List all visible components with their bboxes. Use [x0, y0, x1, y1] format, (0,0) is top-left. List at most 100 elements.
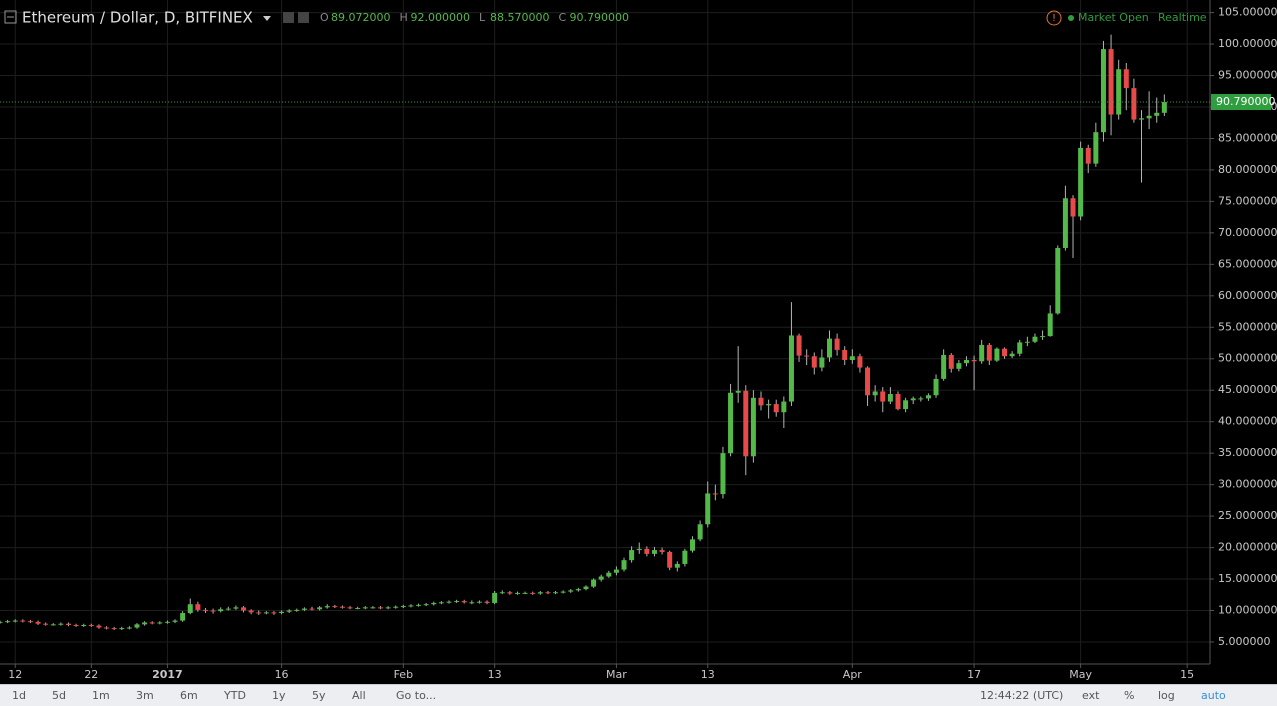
- y-tick-label: 95.000000: [1218, 69, 1277, 82]
- y-tick-label: 5.000000: [1218, 635, 1271, 648]
- candle-body: [1002, 348, 1008, 357]
- candle-body: [925, 395, 931, 399]
- ohlc-value: 90.790000: [570, 11, 630, 24]
- candle-body: [149, 622, 155, 624]
- toolbar-button[interactable]: YTD: [224, 689, 246, 702]
- x-tick-label: 17: [967, 668, 981, 681]
- toolbar-button[interactable]: 1y: [272, 689, 286, 702]
- candle-body: [621, 560, 627, 570]
- ohlc-name: L: [479, 11, 486, 24]
- candle-body: [1040, 336, 1046, 338]
- candle-body: [766, 404, 772, 406]
- candle-body: [918, 398, 924, 400]
- candle-body: [111, 628, 117, 630]
- candle-body: [728, 392, 734, 454]
- y-tick-label: 50.000000: [1218, 352, 1277, 365]
- candle-body: [172, 620, 178, 622]
- candle-body: [50, 624, 56, 626]
- ohlc-value: 88.570000: [490, 11, 550, 24]
- candle-body: [636, 548, 642, 551]
- collapse-icon[interactable]: [4, 10, 17, 24]
- x-tick-label: Mar: [606, 668, 627, 681]
- candle-body: [58, 623, 64, 625]
- y-tick-label: 25.000000: [1218, 509, 1277, 522]
- toolbar-button[interactable]: 6m: [180, 689, 198, 702]
- candle-body: [994, 348, 1000, 361]
- candle-body: [743, 390, 749, 457]
- candle-body: [119, 628, 125, 630]
- candle-body: [629, 550, 635, 561]
- candle-body: [12, 620, 18, 622]
- candle-body: [81, 624, 87, 626]
- candle-body: [225, 608, 231, 610]
- candle-body: [941, 354, 947, 379]
- warning-icon-mark: !: [1052, 13, 1056, 24]
- candle-body: [385, 607, 391, 609]
- x-tick-label: May: [1069, 668, 1092, 681]
- candle-body: [1139, 118, 1145, 120]
- symbol-dropdown[interactable]: [263, 16, 271, 21]
- candle-body: [286, 610, 292, 612]
- candle-body: [88, 624, 94, 626]
- candle-body: [986, 344, 992, 361]
- candle-body: [233, 607, 239, 609]
- toolbar-button[interactable]: %: [1124, 689, 1135, 702]
- candle-body: [301, 608, 307, 610]
- candle-body: [65, 623, 71, 625]
- y-tick-label: 85.000000: [1218, 131, 1277, 144]
- candle-body: [279, 611, 285, 614]
- warning-icon[interactable]: [1046, 10, 1062, 26]
- ohlc-header: O 89.072000 H 92.000000 L 88.570000 C 90.790000: [320, 11, 629, 24]
- candle-body: [96, 625, 102, 628]
- toolbar-button[interactable]: auto: [1201, 689, 1226, 702]
- candle-body: [979, 344, 985, 362]
- candle-body: [1093, 132, 1099, 164]
- last-price-tag: [1211, 94, 1271, 111]
- toolbar-button[interactable]: 1m: [92, 689, 110, 702]
- toolbar-button[interactable]: 12:44:22 (UTC): [980, 689, 1064, 702]
- candle-body: [73, 624, 79, 626]
- settings-icon[interactable]: [298, 12, 309, 23]
- candle-body: [1078, 147, 1084, 217]
- candle-body: [1009, 353, 1015, 357]
- status-dot: [1068, 15, 1074, 21]
- candle-body: [963, 360, 969, 364]
- x-tick-label: 12: [8, 668, 22, 681]
- toolbar-button[interactable]: log: [1158, 689, 1175, 702]
- ohlc-name: H: [400, 11, 408, 24]
- y-tick-label: 35.000000: [1218, 446, 1277, 459]
- candle-body: [1116, 69, 1122, 115]
- chart-title: Ethereum / Dollar, D, BITFINEX: [22, 9, 253, 27]
- candle-body: [408, 605, 414, 607]
- y-tick-label: 75.000000: [1218, 194, 1277, 207]
- candle-body: [309, 608, 315, 610]
- toolbar: 1d 5d 1m 3m 6m YTD 1y 5y All Go to... 12:44:22 (UT…: [0, 684, 1277, 706]
- toolbar-button[interactable]: 5d: [52, 689, 66, 702]
- candle-body: [362, 607, 368, 609]
- candle-body: [317, 607, 323, 610]
- candle-body: [142, 622, 148, 625]
- candle-body: [750, 397, 756, 457]
- toolbar-button[interactable]: 5y: [312, 689, 326, 702]
- market-status: Market Open: [1078, 11, 1149, 24]
- toolbar-button[interactable]: Go to...: [396, 689, 437, 702]
- candle-body: [865, 367, 871, 396]
- candle-body: [667, 551, 673, 568]
- candle-body: [347, 607, 353, 609]
- background: [0, 0, 1277, 684]
- candle-body: [903, 400, 909, 410]
- toolbar-button[interactable]: 1d: [12, 689, 26, 702]
- candle-body: [697, 524, 703, 540]
- candle-body: [826, 338, 832, 358]
- candle-body: [842, 349, 848, 361]
- candle-body: [553, 592, 559, 594]
- candle-body: [705, 493, 711, 525]
- candle-body: [583, 586, 589, 590]
- candle-body: [690, 539, 696, 551]
- candle-body: [499, 592, 505, 594]
- candle-body: [248, 610, 254, 613]
- toolbar-button[interactable]: ext: [1082, 689, 1100, 702]
- toolbar-button[interactable]: 3m: [136, 689, 154, 702]
- settings-icon[interactable]: [283, 12, 294, 23]
- toolbar-button[interactable]: All: [352, 689, 366, 702]
